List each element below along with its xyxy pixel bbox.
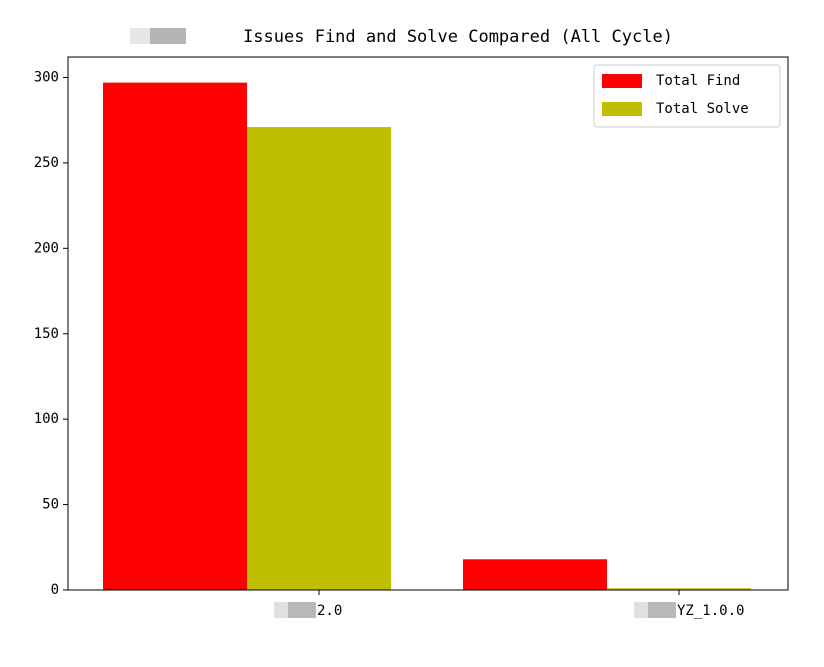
- bar: [607, 588, 751, 590]
- y-tick-label: 300: [34, 70, 59, 86]
- blur: [150, 28, 186, 44]
- y-tick-label: 50: [42, 497, 59, 513]
- blur: [274, 602, 288, 618]
- blur: [288, 602, 316, 618]
- chart-title: Issues Find and Solve Compared (All Cycl…: [243, 27, 673, 47]
- legend-swatch: [602, 102, 642, 116]
- blur: [648, 602, 676, 618]
- blur: [130, 28, 150, 44]
- bar: [463, 559, 607, 590]
- y-tick-label: 150: [34, 326, 59, 342]
- bar: [103, 82, 247, 590]
- legend-label: Total Find: [656, 73, 740, 89]
- legend-swatch: [602, 74, 642, 88]
- legend-label: Total Solve: [656, 101, 749, 117]
- y-tick-label: 200: [34, 240, 59, 256]
- bar: [247, 127, 391, 591]
- x-tick-label: 2.0: [317, 603, 342, 619]
- x-tick-label: YZ_1.0.0: [677, 603, 744, 619]
- plot-frame: [67, 56, 789, 591]
- y-tick-label: 100: [34, 411, 59, 427]
- blur: [634, 602, 648, 618]
- y-tick-label: 250: [34, 155, 59, 171]
- y-tick-label: 0: [51, 582, 59, 598]
